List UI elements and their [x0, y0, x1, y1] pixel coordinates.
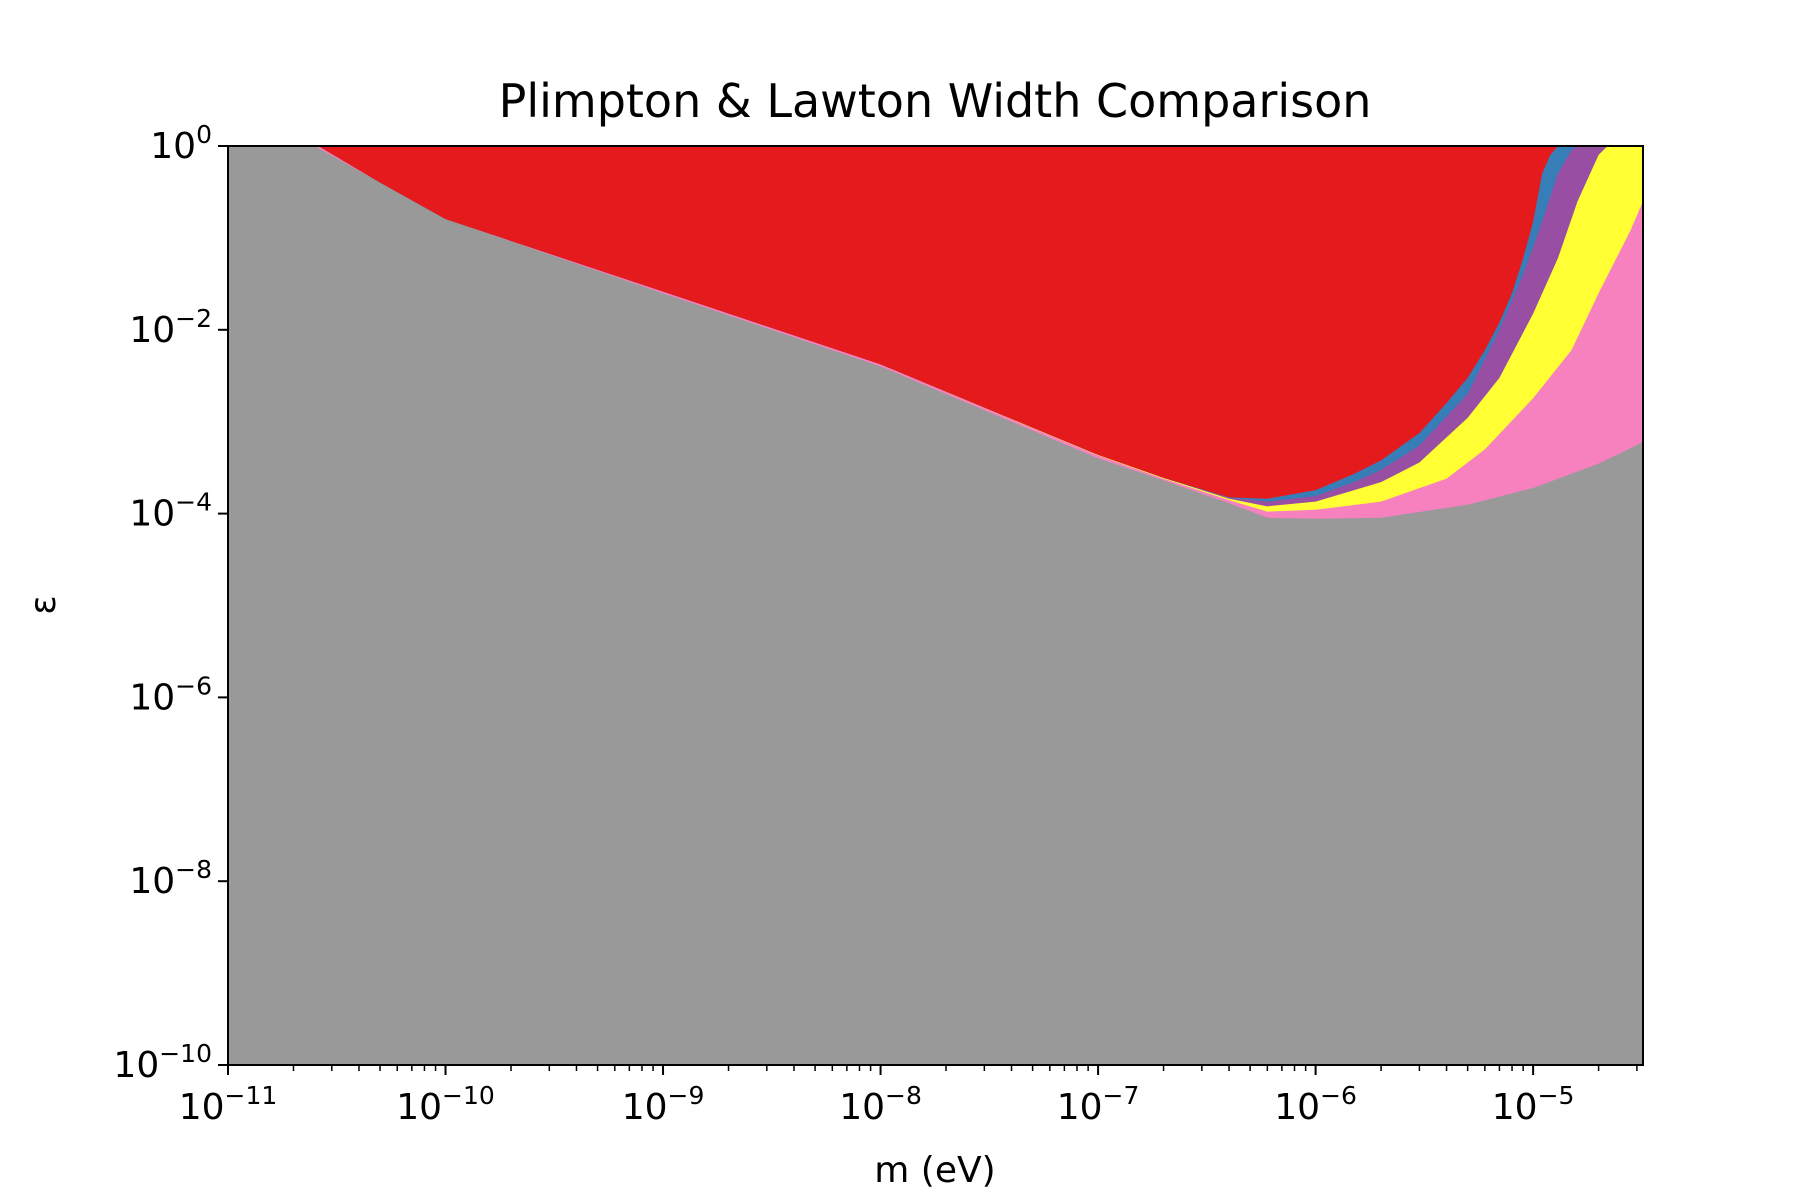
x-tick-label: 10−11	[179, 1081, 278, 1128]
x-axis-label: m (eV)	[874, 1150, 995, 1191]
y-tick-label: 100	[150, 120, 212, 167]
region-4	[228, 146, 1643, 499]
plot-frame	[227, 145, 1644, 1066]
x-tick-label: 10−5	[1492, 1081, 1575, 1128]
regions	[228, 146, 1643, 519]
x-tick-label: 10−10	[396, 1081, 495, 1128]
x-tick-label: 10−9	[622, 1081, 705, 1128]
y-tick-label: 10−6	[129, 671, 212, 718]
y-tick-label: 10−2	[129, 304, 212, 351]
y-axis-label: ε	[23, 595, 64, 614]
x-tick-label: 10−7	[1057, 1081, 1140, 1128]
chart-title: Plimpton & Lawton Width Comparison	[499, 74, 1372, 128]
y-tick-label: 10−10	[113, 1039, 212, 1086]
y-tick-label: 10−4	[129, 488, 212, 535]
x-axis-ticks	[227, 1065, 1638, 1075]
y-axis-tick-labels: 100 10−2 10−4 10−6 10−8 10−10	[113, 120, 212, 1086]
y-tick-label: 10−8	[129, 855, 212, 902]
y-axis-ticks	[218, 145, 228, 1066]
x-tick-label: 10−8	[839, 1081, 922, 1128]
x-tick-label: 10−6	[1274, 1081, 1357, 1128]
x-axis-tick-labels: 10−11 10−10 10−9 10−8 10−7 10−6 10−5	[179, 1081, 1575, 1128]
